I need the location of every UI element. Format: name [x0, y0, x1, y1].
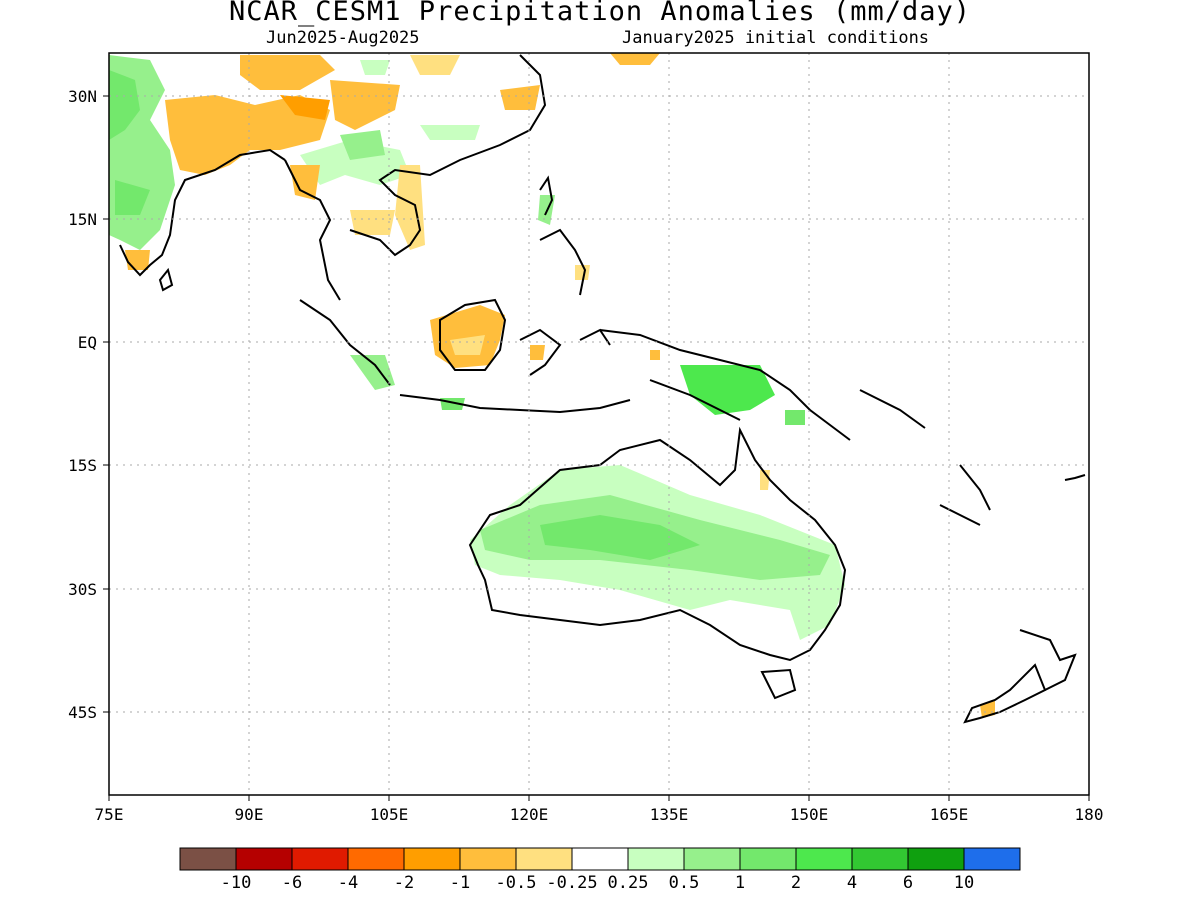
y-tick-label: 30N	[68, 87, 97, 106]
colorbar-label: 1	[735, 873, 745, 893]
colorbar-swatch	[739, 847, 797, 871]
x-tick-label: 105E	[370, 805, 409, 824]
colorbar-swatch	[515, 847, 573, 871]
colorbar-swatch	[795, 847, 853, 871]
anomaly-shading	[109, 53, 995, 718]
x-tick-label: 120E	[510, 805, 549, 824]
colorbar-swatch	[683, 847, 741, 871]
colorbar-label: -2	[394, 873, 414, 893]
y-tick-label: 15S	[68, 456, 97, 475]
colorbar-label: -10	[221, 873, 252, 893]
x-tick-label: 180	[1075, 805, 1104, 824]
colorbar-swatch	[291, 847, 349, 871]
colorbar-swatch	[907, 847, 965, 871]
y-tick-label: 15N	[68, 210, 97, 229]
colorbar-label: 2	[791, 873, 801, 893]
colorbar-swatch	[571, 847, 629, 871]
colorbar-swatch	[179, 847, 237, 871]
colorbar-label: 6	[903, 873, 913, 893]
colorbar-label: -0.5	[496, 873, 537, 893]
colorbar-swatch	[459, 847, 517, 871]
x-tick-label: 150E	[790, 805, 829, 824]
colorbar-label: -1	[450, 873, 470, 893]
plot-frame	[108, 52, 1090, 796]
colorbar-label: -4	[338, 873, 358, 893]
y-tick-label: 30S	[68, 580, 97, 599]
colorbar: -10 -6 -4 -2 -1 -0.5 -0.25 0.25 0.5 1 2 4 6 10	[179, 847, 1021, 893]
initial-conditions-label: January2025 initial conditions	[622, 28, 930, 48]
colorbar-swatch	[235, 847, 293, 871]
colorbar-label: 4	[847, 873, 857, 893]
colorbar-label: 0.25	[608, 873, 649, 893]
axes: 30N 15N EQ 15S 30S 45S 75E 90E 105E 120E 135E 150E 1…	[68, 87, 1103, 824]
coastlines	[119, 54, 1086, 724]
season-label: Jun2025-Aug2025	[266, 28, 420, 48]
colorbar-label: -0.25	[546, 873, 597, 893]
colorbar-swatch	[403, 847, 461, 871]
map-title: NCAR_CESM1 Precipitation Anomalies (mm/d…	[229, 0, 971, 27]
colorbar-swatch	[347, 847, 405, 871]
y-tick-label: EQ	[78, 333, 97, 352]
x-tick-label: 135E	[650, 805, 689, 824]
colorbar-swatch	[627, 847, 685, 871]
colorbar-swatch	[963, 847, 1021, 871]
colorbar-swatch	[851, 847, 909, 871]
colorbar-label: 10	[954, 873, 974, 893]
x-tick-label: 165E	[930, 805, 969, 824]
y-tick-label: 45S	[68, 703, 97, 722]
colorbar-label: 0.5	[669, 873, 700, 893]
x-tick-label: 90E	[235, 805, 264, 824]
grid-lines	[109, 53, 1089, 795]
x-tick-label: 75E	[95, 805, 124, 824]
colorbar-label: -6	[282, 873, 302, 893]
